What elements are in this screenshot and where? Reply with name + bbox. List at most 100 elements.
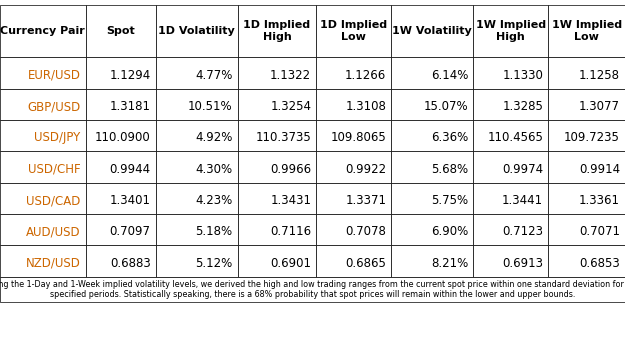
Bar [548,183,625,214]
Bar [86,151,156,183]
Bar [0,151,86,183]
Bar [391,57,473,89]
Text: 110.0900: 110.0900 [95,131,151,145]
Text: 110.3735: 110.3735 [256,131,311,145]
Text: 4.92%: 4.92% [195,131,232,145]
Text: GBP/USD: GBP/USD [28,100,81,113]
Bar [316,120,391,151]
Text: 0.7078: 0.7078 [346,225,386,239]
Text: 5.12%: 5.12% [195,257,232,270]
Bar [548,5,625,57]
Text: 0.6883: 0.6883 [110,257,151,270]
Bar [548,57,625,89]
Bar [86,89,156,120]
Text: 1W Implied
Low: 1W Implied Low [551,20,622,42]
Bar [473,183,548,214]
Bar [316,245,391,277]
Bar [0,183,86,214]
Bar [473,89,548,120]
Bar [156,151,238,183]
Bar [86,214,156,245]
Text: 1.3181: 1.3181 [109,100,151,113]
Bar [391,120,473,151]
Bar [156,120,238,151]
Bar [0,5,86,57]
Bar [238,214,316,245]
Text: 1.3431: 1.3431 [270,194,311,207]
Bar [391,5,473,57]
Text: 1.3371: 1.3371 [345,194,386,207]
Bar [238,89,316,120]
Bar [548,245,625,277]
Bar [391,214,473,245]
Text: 109.8065: 109.8065 [331,131,386,145]
Bar [0,245,86,277]
Text: 0.9974: 0.9974 [502,163,543,176]
Text: 0.9944: 0.9944 [109,163,151,176]
Text: 6.36%: 6.36% [431,131,468,145]
Bar [316,151,391,183]
Text: 0.6865: 0.6865 [346,257,386,270]
Bar [0,89,86,120]
Bar [473,151,548,183]
Text: 8.21%: 8.21% [431,257,468,270]
Text: 1.3254: 1.3254 [270,100,311,113]
Text: 0.6901: 0.6901 [270,257,311,270]
Bar [391,151,473,183]
Text: 4.23%: 4.23% [195,194,232,207]
Text: 6.14%: 6.14% [431,69,468,82]
Text: 1.3441: 1.3441 [502,194,543,207]
Bar [238,245,316,277]
Bar [316,57,391,89]
Bar [548,214,625,245]
Text: 4.30%: 4.30% [196,163,232,176]
Text: 5.68%: 5.68% [431,163,468,176]
Text: Spot: Spot [106,26,135,36]
Bar [391,89,473,120]
Text: NZD/USD: NZD/USD [26,257,81,270]
Text: 1.3401: 1.3401 [109,194,151,207]
Text: 1.1330: 1.1330 [503,69,543,82]
Bar [86,183,156,214]
Text: 10.51%: 10.51% [188,100,232,113]
Text: 0.6853: 0.6853 [579,257,620,270]
Text: 15.07%: 15.07% [424,100,468,113]
Text: 0.7123: 0.7123 [502,225,543,239]
Bar [0,214,86,245]
Bar [316,5,391,57]
Text: 4.77%: 4.77% [195,69,232,82]
Text: USD/CHF: USD/CHF [28,163,81,176]
Text: 0.7071: 0.7071 [579,225,620,239]
Text: Using the 1-Day and 1-Week implied volatility levels, we derived the high and lo: Using the 1-Day and 1-Week implied volat… [0,280,625,299]
Bar [391,245,473,277]
Bar [473,120,548,151]
Text: 0.7097: 0.7097 [109,225,151,239]
Bar [156,245,238,277]
Text: 1D Implied
High: 1D Implied High [243,20,311,42]
Bar [86,5,156,57]
Text: 0.7116: 0.7116 [270,225,311,239]
Bar [86,57,156,89]
Bar [238,120,316,151]
Text: 1W Implied
High: 1W Implied High [476,20,546,42]
Text: 1.3108: 1.3108 [346,100,386,113]
Bar [473,5,548,57]
Text: AUD/USD: AUD/USD [26,225,81,239]
Bar [0,120,86,151]
Bar [238,57,316,89]
Bar [156,183,238,214]
Text: 109.7235: 109.7235 [564,131,620,145]
Bar [316,89,391,120]
Text: Currency Pair: Currency Pair [1,26,85,36]
Text: 1W Volatility: 1W Volatility [392,26,472,36]
Text: 1.1294: 1.1294 [109,69,151,82]
Text: USD/JPY: USD/JPY [34,131,81,145]
Bar [391,183,473,214]
Text: USD/CAD: USD/CAD [26,194,81,207]
Bar [238,151,316,183]
Text: 1.1322: 1.1322 [270,69,311,82]
Text: 1.1258: 1.1258 [579,69,620,82]
Bar [0,277,625,302]
Bar [238,183,316,214]
Text: 5.75%: 5.75% [431,194,468,207]
